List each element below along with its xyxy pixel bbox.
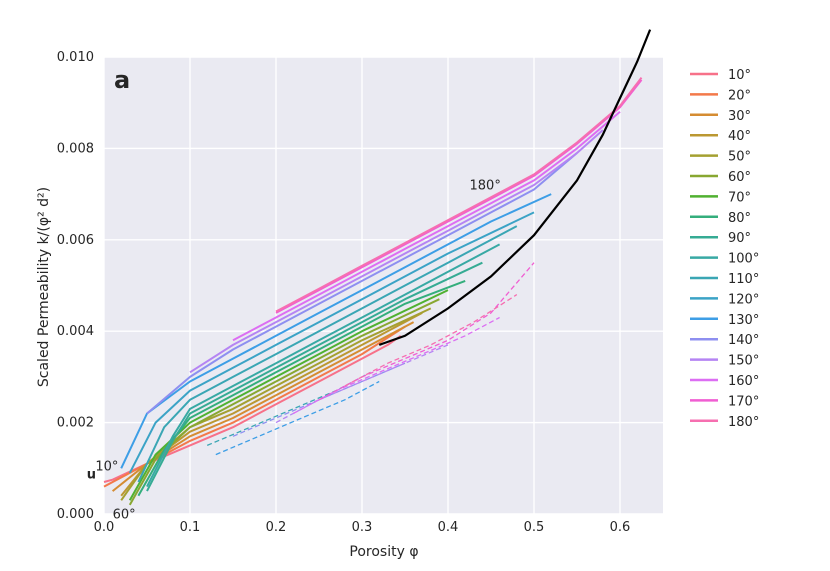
y-tick-label: 0.004 [57, 324, 94, 339]
x-tick-label: 0.0 [94, 520, 115, 535]
series-line-180deg [275, 76, 643, 313]
dashed-series-group [206, 262, 535, 456]
legend-label: 140° [728, 333, 759, 348]
y-axis-label: Scaled Permeability k/(φ² d²) [36, 187, 52, 387]
y-tick-label: 0.010 [57, 50, 94, 65]
legend-label: 80° [728, 211, 751, 226]
series-line-110deg [137, 225, 518, 483]
series-line-140deg [146, 152, 578, 415]
annotation-label: 60° [113, 508, 136, 523]
legend-label: 120° [728, 292, 759, 307]
series-line-150deg [189, 129, 604, 374]
x-tick-label: 0.3 [352, 520, 373, 535]
y-tick-label: 0.008 [57, 141, 94, 156]
legend-label: 180° [728, 415, 759, 430]
series-line-130deg [120, 193, 552, 469]
annotation-label: 180° [470, 179, 501, 194]
x-tick-label: 0.2 [266, 520, 287, 535]
x-tick-label: 0.5 [524, 520, 545, 535]
annotations-group: 180° 10° 60° u [87, 179, 501, 523]
series-line-170deg [275, 79, 643, 314]
annotation-label: 10° [95, 460, 118, 475]
dashed-series-line [344, 294, 518, 387]
x-tick-label: 0.4 [438, 520, 459, 535]
legend: 10° 20° 30° 40° 50° 60° 70° 80° 90° 100° 110° 120° 1… [690, 68, 759, 430]
reference-curve-group [378, 29, 652, 346]
panel-label: a [114, 66, 130, 94]
legend-label: 90° [728, 231, 751, 246]
x-tick-labels: 0.0 0.1 0.2 0.3 0.4 0.5 0.6 [94, 520, 631, 535]
series-line-120deg [128, 211, 535, 474]
legend-label: 10° [728, 68, 751, 83]
y-tick-label: 0.000 [57, 507, 94, 522]
reference-curve-line [378, 29, 652, 346]
series-line-90deg [146, 261, 483, 492]
y-tick-labels: 0.000 0.002 0.004 0.006 0.008 0.010 [57, 50, 94, 522]
series-line-160deg [232, 111, 621, 342]
y-tick-label: 0.002 [57, 416, 94, 431]
legend-label: 110° [728, 272, 759, 287]
y-tick-label: 0.006 [57, 233, 94, 248]
legend-label: 50° [728, 150, 751, 165]
x-tick-label: 0.6 [610, 520, 631, 535]
legend-label: 170° [728, 394, 759, 409]
legend-label: 160° [728, 374, 759, 389]
legend-label: 130° [728, 313, 759, 328]
series-line-70deg [128, 289, 449, 501]
legend-label: 100° [728, 252, 759, 267]
dashed-series-line [232, 362, 406, 437]
x-axis-label: Porosity φ [349, 544, 418, 560]
x-tick-label: 0.1 [180, 520, 201, 535]
legend-label: 70° [728, 190, 751, 205]
series-group [103, 76, 643, 506]
dashed-series-line [215, 380, 380, 456]
legend-label: 20° [728, 88, 751, 103]
legend-label: 60° [728, 170, 751, 185]
series-line-100deg [146, 243, 501, 488]
legend-label: 40° [728, 129, 751, 144]
legend-label: 30° [728, 109, 751, 124]
legend-label: 150° [728, 354, 759, 369]
annotation-label: u [87, 467, 96, 482]
